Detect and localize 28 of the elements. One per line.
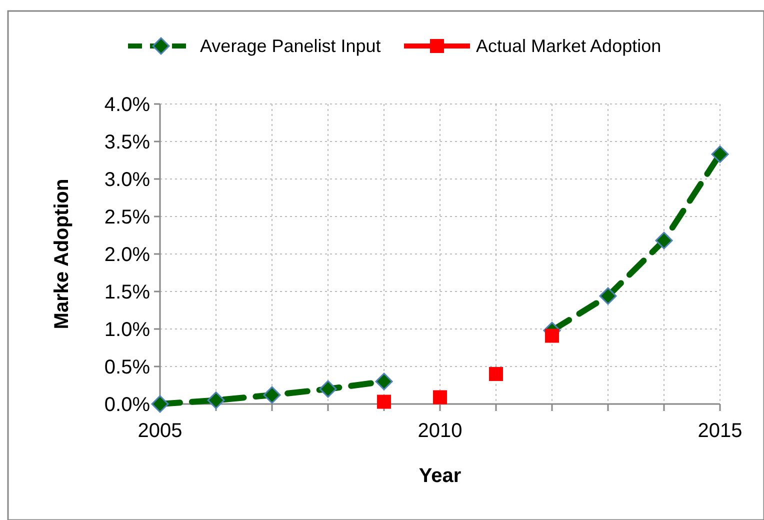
point xyxy=(263,386,281,404)
y-tick-label: 3.5% xyxy=(104,132,150,154)
point xyxy=(377,394,391,409)
y-tick-label: 0.5% xyxy=(104,356,150,378)
point xyxy=(655,232,673,250)
x-axis-title: Year xyxy=(418,465,462,487)
point xyxy=(207,392,225,409)
point xyxy=(375,372,393,390)
legend-label: Actual Market Adoption xyxy=(476,36,662,56)
y-tick-label: 4.0% xyxy=(104,94,150,116)
y-tick-label: 3.0% xyxy=(104,169,150,191)
x-tick-label: 2015 xyxy=(698,420,742,442)
y-tick-label: 2.5% xyxy=(104,206,150,228)
point xyxy=(545,328,559,343)
y-axis-title: Marke Adoption xyxy=(51,178,73,330)
y-tick-label: 1.5% xyxy=(104,282,150,304)
point xyxy=(151,395,169,413)
point xyxy=(599,287,617,305)
point xyxy=(711,146,729,163)
point xyxy=(489,367,503,381)
x-tick-label: 2005 xyxy=(138,420,182,442)
y-tick-label: 1.0% xyxy=(104,319,150,341)
y-tick-label: 0.0% xyxy=(104,394,150,416)
legend-label: Average Panelist Input xyxy=(200,36,381,56)
point xyxy=(433,390,447,404)
x-tick-label: 2010 xyxy=(418,420,462,442)
y-tick-label: 2.0% xyxy=(104,244,150,266)
point xyxy=(319,380,337,398)
